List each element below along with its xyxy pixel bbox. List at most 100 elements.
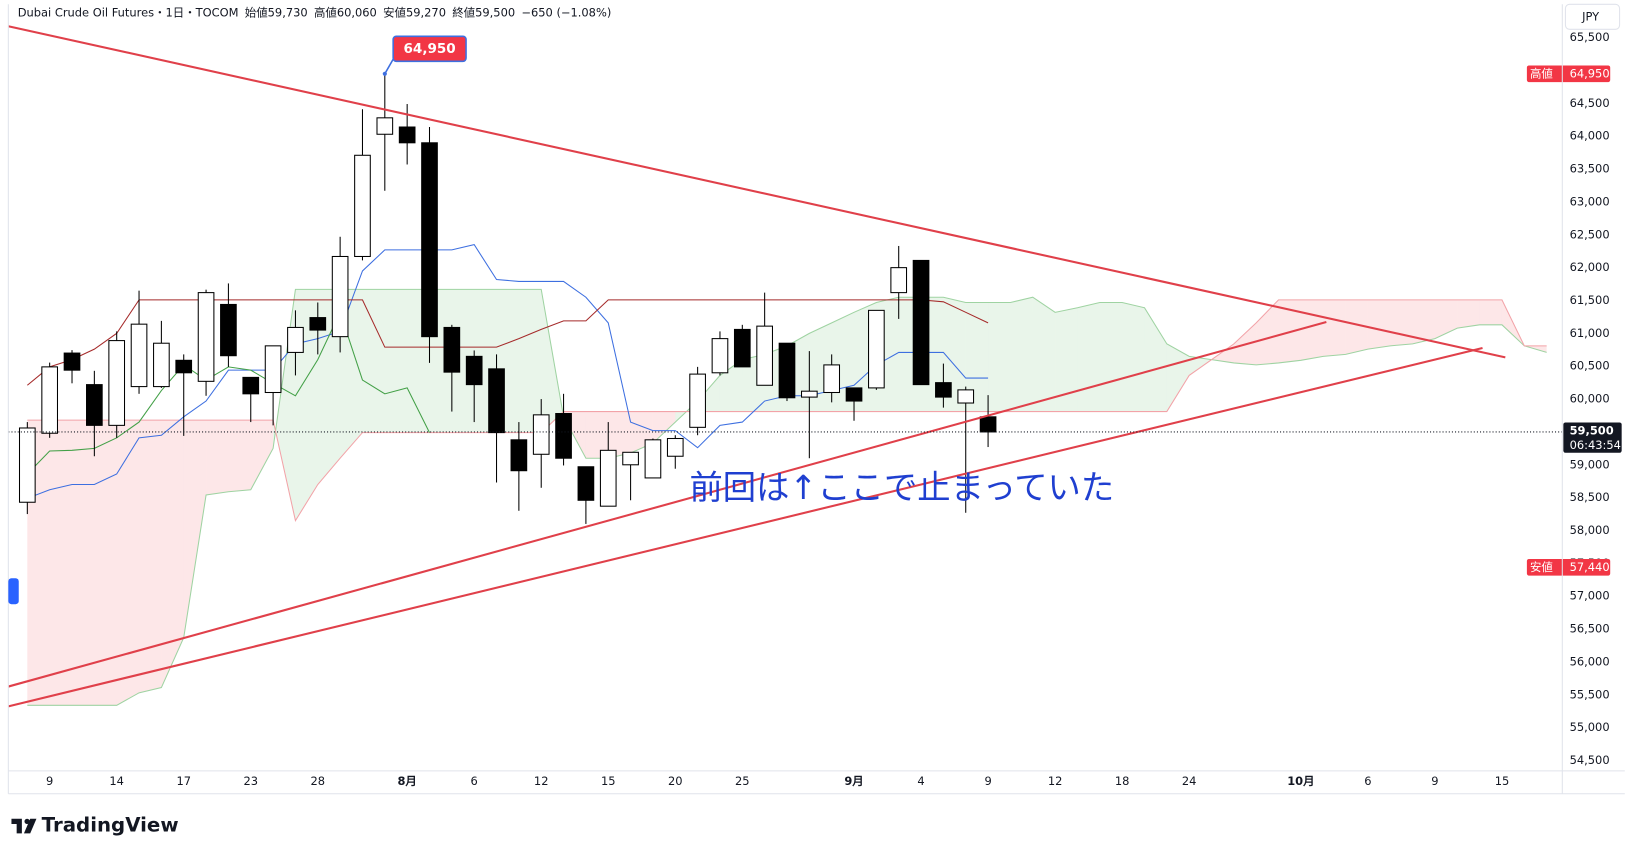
x-tick-label: 9月	[844, 774, 863, 788]
high-label: 高値	[314, 5, 337, 19]
y-tick-label: 60,500	[1570, 359, 1610, 373]
y-tick-label: 64,000	[1570, 129, 1610, 143]
candle-body	[175, 359, 193, 374]
cloud-fill	[94, 420, 117, 706]
open-label: 始値	[245, 5, 268, 19]
cloud-fill	[384, 289, 408, 433]
cloud-fill	[1077, 302, 1100, 412]
x-tick-label: 14	[109, 774, 124, 788]
x-tick-label: 15	[601, 774, 616, 788]
high-value: 60,060	[337, 5, 377, 19]
indicator-line	[26, 299, 989, 386]
cloud-fill	[608, 411, 631, 459]
change: −650 (−1.08%)	[521, 5, 611, 19]
currency: JPY	[1581, 9, 1600, 23]
candle-body	[800, 390, 818, 398]
low-badge	[1526, 558, 1611, 576]
cloud-fill	[1032, 297, 1056, 412]
cloud-fill	[1434, 299, 1458, 339]
x-tick-label: 9	[984, 774, 991, 788]
low-value: 59,270	[406, 5, 446, 19]
y-tick-label: 64,500	[1570, 96, 1610, 110]
trendline	[8, 320, 1327, 688]
candle-body	[421, 142, 438, 338]
candle-body	[398, 126, 416, 144]
x-tick-label: 6	[1364, 774, 1371, 788]
cloud-fill	[362, 289, 385, 433]
y-tick-label: 55,500	[1570, 687, 1610, 701]
cloud-fill	[49, 420, 73, 706]
cloud-fill	[1412, 299, 1435, 344]
candle-body	[488, 368, 505, 434]
peak-pointer	[384, 58, 394, 75]
candle-body	[331, 255, 349, 338]
candle-body	[41, 366, 59, 434]
candle-body	[376, 117, 394, 135]
candle-body	[778, 342, 796, 399]
cloud-fill	[206, 420, 229, 496]
candle-body	[220, 303, 237, 357]
axis-layer: 65,50065,00064,50064,00063,50063,00062,5…	[8, 30, 1622, 788]
x-tick-label: 10月	[1287, 774, 1314, 788]
x-tick-label: 20	[668, 774, 683, 788]
candle-body	[264, 345, 282, 394]
x-tick-label: 9	[46, 774, 53, 788]
last-price-label: 59,500	[1570, 423, 1614, 437]
logo-slash	[23, 818, 37, 834]
cloud-fill	[1256, 299, 1279, 365]
currency-box[interactable]	[1564, 3, 1621, 30]
chart-header: Dubai Crude Oil Futures・1日・TOCOM 始値59,730…	[18, 5, 612, 19]
x-tick-label: 4	[917, 774, 924, 788]
candle-body	[354, 154, 371, 258]
last-price-badge	[1563, 422, 1622, 453]
cloud-fill	[1122, 302, 1145, 412]
peak-label: 64,950	[404, 41, 456, 57]
high-badge-label: 高値	[1530, 66, 1553, 80]
y-tick-label: 57,000	[1570, 589, 1610, 603]
candle-body	[577, 466, 595, 501]
x-tick-label: 6	[471, 774, 478, 788]
cloud-fill	[317, 289, 341, 485]
candle-body	[845, 387, 863, 402]
candle-body	[890, 267, 908, 294]
y-tick-label: 55,000	[1570, 720, 1610, 734]
cloud-fill	[652, 411, 676, 444]
cloud-fill	[161, 420, 184, 688]
y-tick-label: 61,500	[1570, 293, 1610, 307]
close-label: 終値	[452, 5, 475, 19]
high-badge	[1526, 65, 1611, 83]
x-tick-label: 18	[1115, 774, 1130, 788]
candle-body	[823, 364, 841, 394]
side-tab[interactable]	[8, 578, 19, 605]
trendline	[8, 25, 1506, 359]
cloud-fill	[518, 289, 542, 433]
trend-layer: 64,950	[8, 25, 1506, 708]
cloud-fill	[1010, 297, 1033, 412]
x-tick-label: 8月	[397, 774, 416, 788]
cloud-fill	[585, 411, 609, 459]
candle-body	[689, 373, 706, 428]
x-tick-label: 15	[1495, 774, 1510, 788]
candle-body	[197, 292, 215, 382]
cloud-fill	[72, 420, 95, 706]
cloud-fill	[1300, 299, 1324, 361]
y-tick-label: 59,000	[1570, 457, 1610, 471]
candle-body	[733, 328, 751, 368]
y-tick-label: 56,500	[1570, 622, 1610, 636]
y-tick-label: 65,500	[1570, 30, 1610, 44]
candle-body	[130, 323, 148, 388]
x-tick-label: 12	[1048, 774, 1063, 788]
x-tick-label: 25	[735, 774, 750, 788]
candle-body	[599, 449, 617, 507]
high-badge-value: 64,950	[1570, 66, 1610, 80]
cloud-fill	[1457, 299, 1480, 329]
cloud-fill	[183, 420, 207, 638]
candle-body	[18, 427, 36, 503]
candle-body	[957, 389, 975, 404]
cloud-fill	[1390, 299, 1413, 346]
low-label: 安値	[383, 5, 406, 19]
annotation: 前回は↑ここで止まっていた	[689, 468, 1114, 507]
open-value: 59,730	[268, 5, 308, 19]
